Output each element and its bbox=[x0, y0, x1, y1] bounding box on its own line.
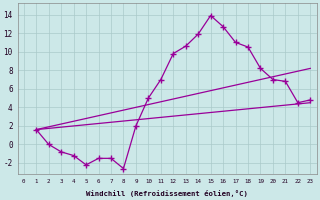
X-axis label: Windchill (Refroidissement éolien,°C): Windchill (Refroidissement éolien,°C) bbox=[86, 190, 248, 197]
